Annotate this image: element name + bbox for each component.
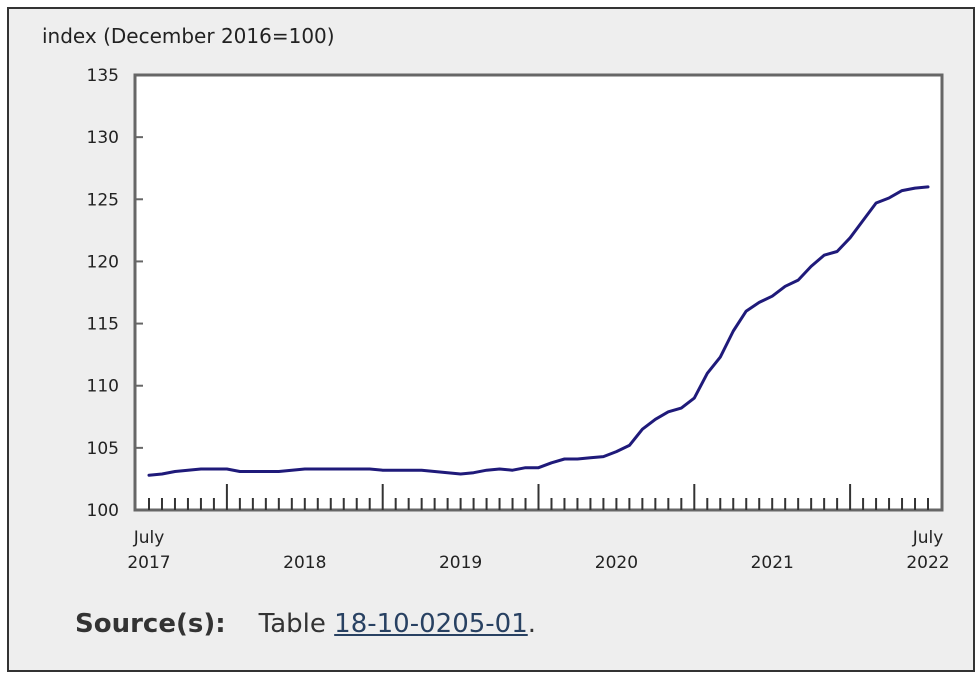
x-tick-label: 2022 <box>906 553 949 573</box>
x-tick-label: July <box>912 528 944 548</box>
x-tick-label: 2020 <box>595 553 638 573</box>
chart-panel: index (December 2016=100) 100 105 110 115 12… <box>7 7 975 672</box>
x-tick-label: 2018 <box>283 553 326 573</box>
y-tick-label: 125 <box>87 190 119 210</box>
source-note: Source(s): Table 18-10-0205-01. <box>75 609 536 639</box>
y-tick-label: 130 <box>87 128 119 148</box>
x-tick-label: 2021 <box>751 553 794 573</box>
y-tick-label: 120 <box>87 252 119 272</box>
x-tick-label: 2019 <box>439 553 482 573</box>
x-axis: July 2017 2018 2019 2020 2021 July 2022 <box>127 484 950 573</box>
chart: index (December 2016=100) 100 105 110 115 12… <box>42 24 950 573</box>
source-label: Source(s): <box>75 609 226 639</box>
source-prefix: Table <box>258 609 326 639</box>
plot-area <box>133 73 944 512</box>
source-suffix: . <box>527 609 537 639</box>
series-line <box>147 185 930 477</box>
y-tick-label: 110 <box>87 377 119 397</box>
x-tick-label: 2017 <box>127 553 170 573</box>
source-table-link[interactable]: 18-10-0205-01 <box>334 609 528 639</box>
y-tick-label: 105 <box>87 439 119 459</box>
y-tick-label: 100 <box>87 501 119 521</box>
y-axis-title: index (December 2016=100) <box>42 24 335 48</box>
y-axis: 100 105 110 115 120 125 130 135 <box>87 66 143 521</box>
x-tick-label: July <box>133 528 165 548</box>
y-tick-label: 135 <box>87 66 119 86</box>
y-tick-label: 115 <box>87 315 119 335</box>
